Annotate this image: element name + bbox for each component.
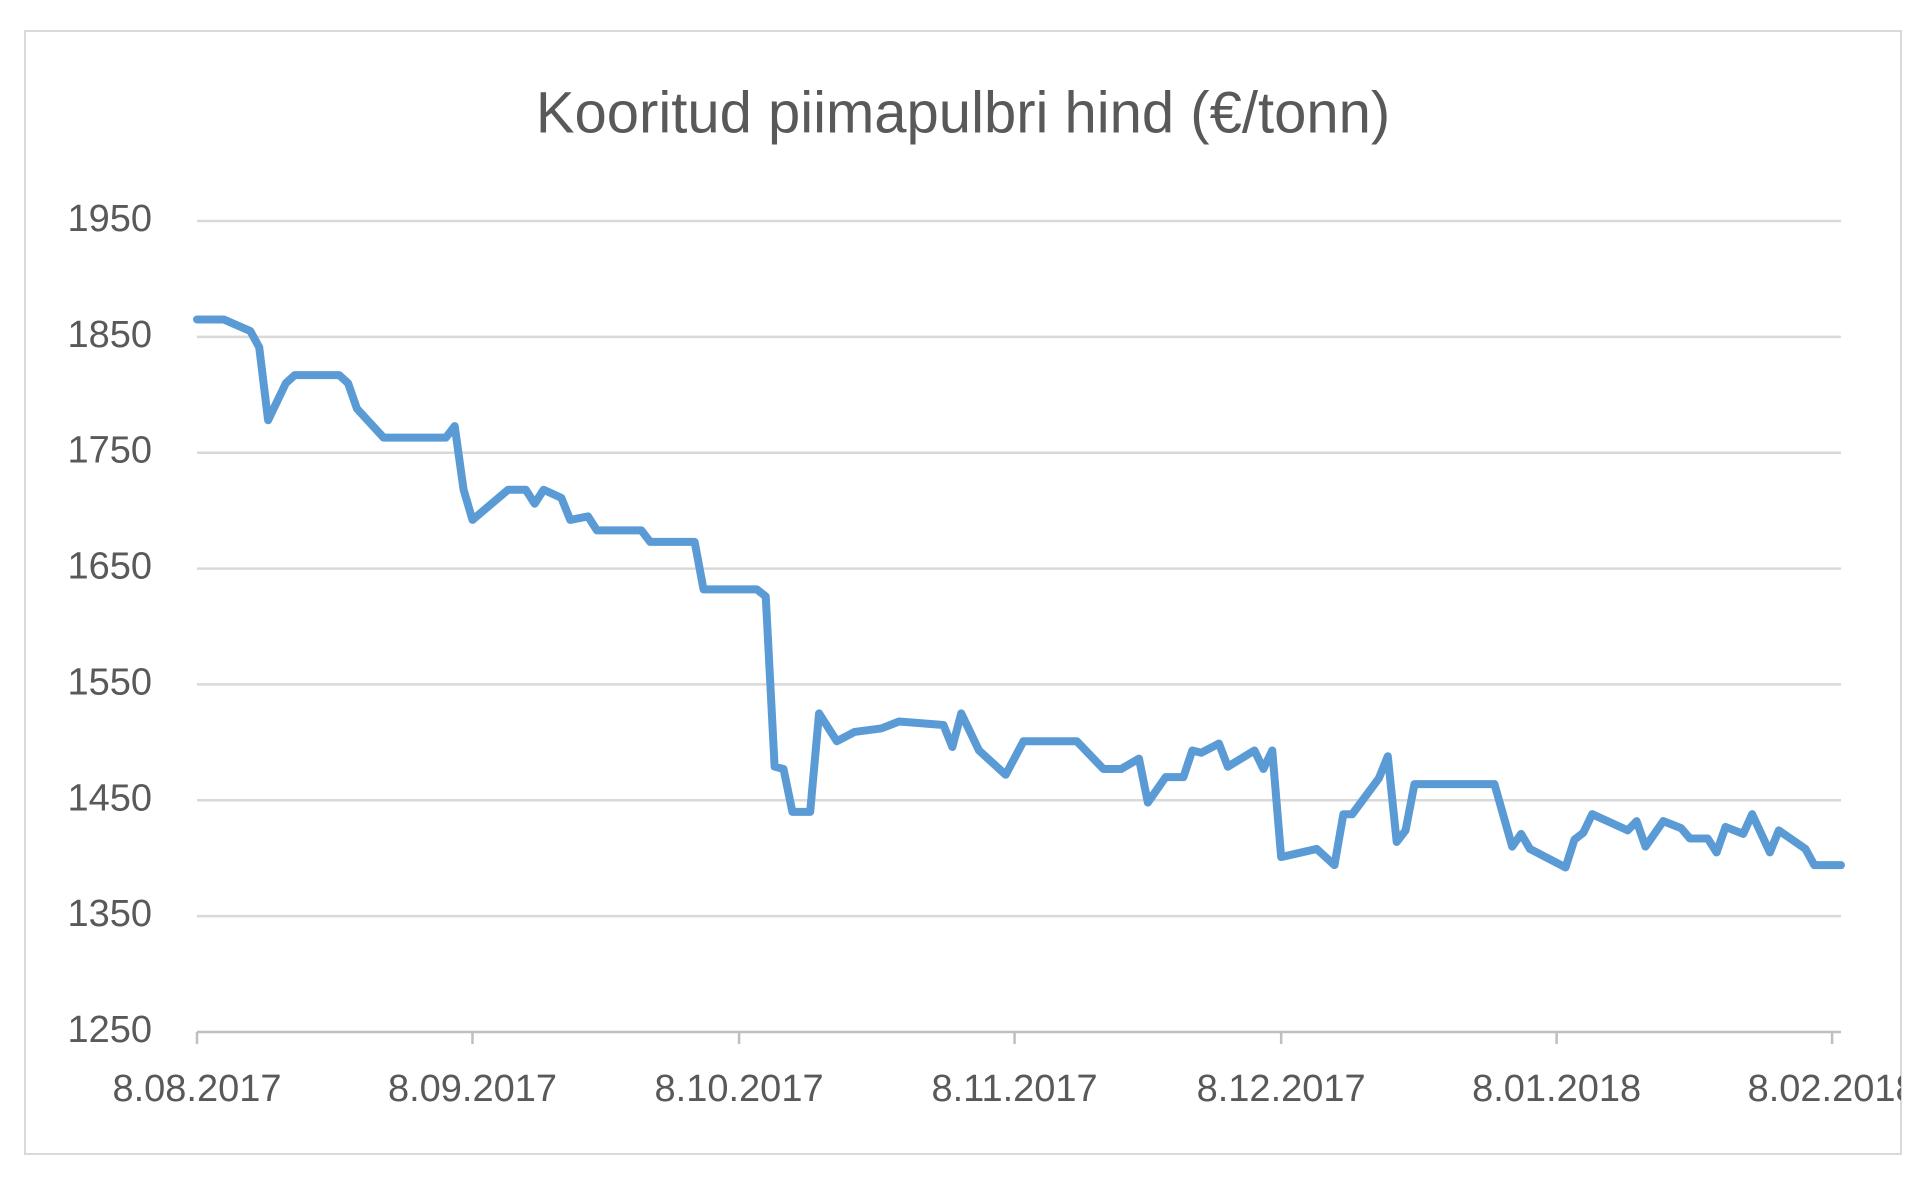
x-tick-label: 8.10.2017 <box>655 1068 824 1110</box>
y-tick-label: 1950 <box>67 198 152 240</box>
x-tick-label: 8.02.2018 <box>1748 1068 1917 1110</box>
y-tick-label: 1650 <box>67 546 152 588</box>
x-tick-label: 8.11.2017 <box>931 1068 1097 1110</box>
y-tick-label: 1850 <box>67 314 152 356</box>
y-tick-label: 1450 <box>67 777 152 819</box>
y-tick-label: 1750 <box>67 430 152 472</box>
x-tick-label: 8.08.2017 <box>112 1068 281 1110</box>
y-tick-label: 1250 <box>67 1009 152 1051</box>
x-tick-label: 8.01.2018 <box>1472 1068 1641 1110</box>
x-tick-label: 8.09.2017 <box>388 1068 557 1110</box>
chart-border <box>24 30 1902 1155</box>
data-line <box>193 315 1845 872</box>
y-tick-label: 1350 <box>67 893 152 935</box>
y-tick-label: 1550 <box>67 661 152 703</box>
plot-area: 1250 1350 1450 1550 1650 1750 1850 1950 8.08.201… <box>67 198 1917 1110</box>
chart-title: Kooritud piimapulbri hind (€/tonn) <box>536 80 1390 145</box>
x-tick-label: 8.12.2017 <box>1197 1068 1366 1110</box>
